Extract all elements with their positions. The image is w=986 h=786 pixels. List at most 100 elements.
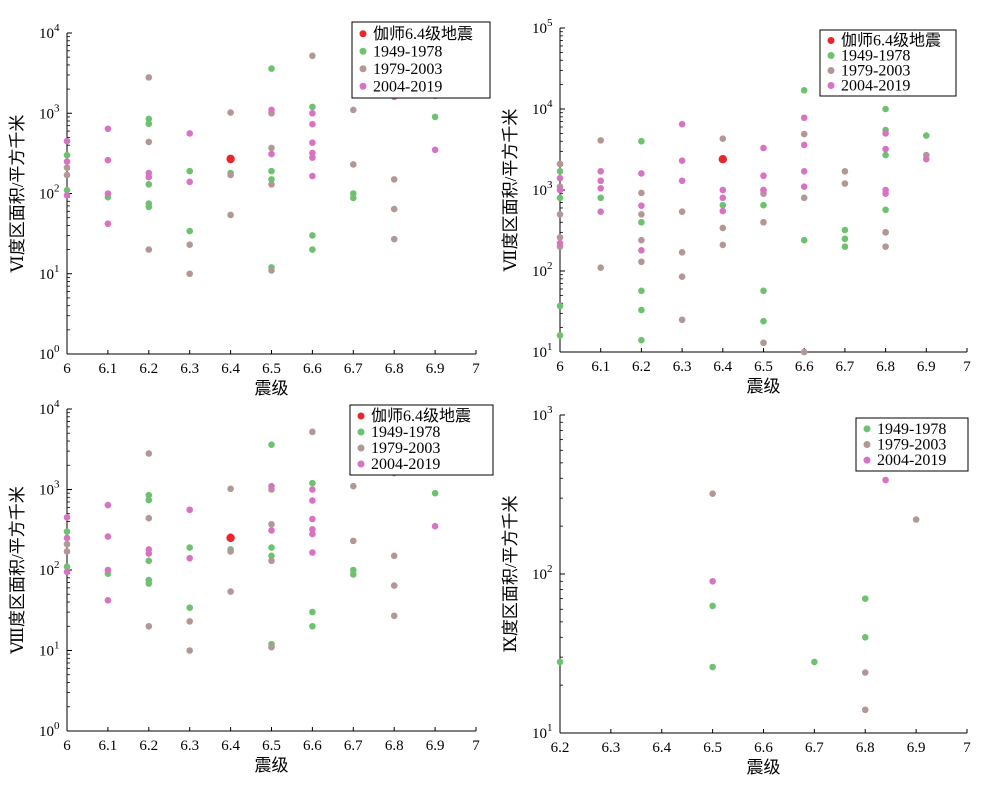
data-point: [678, 273, 686, 281]
legend-label: 1979-2003: [841, 63, 910, 80]
y-tick-label: 101: [39, 263, 60, 283]
x-tick-label: 6.8: [385, 361, 404, 377]
data-point: [556, 174, 564, 182]
data-point: [309, 526, 316, 533]
data-point: [309, 246, 316, 253]
data-point: [63, 186, 71, 194]
data-point: [638, 258, 645, 266]
data-point: [268, 552, 275, 560]
data-point: [186, 618, 193, 625]
data-point: [145, 491, 153, 499]
data-point: [268, 482, 275, 490]
data-point: [431, 113, 439, 121]
data-point: [638, 211, 645, 218]
legend-label: 伽师6.4级地震: [841, 32, 941, 50]
data-point: [104, 566, 112, 574]
x-tick-label: 6.6: [754, 740, 773, 756]
data-point: [309, 428, 316, 436]
data-point: [145, 496, 153, 504]
data-point: [309, 103, 316, 111]
data-point: [145, 120, 153, 128]
data-point: [597, 264, 604, 271]
data-point: [719, 207, 727, 215]
data-point: [309, 120, 316, 128]
legend-box: [855, 417, 969, 472]
x-tick-label: 6.5: [754, 359, 773, 375]
y-tick-label: 105: [532, 17, 553, 37]
series-2004-2019: [709, 476, 889, 585]
x-tick-label: 6.6: [795, 359, 814, 375]
data-point: [186, 554, 193, 562]
data-point: [63, 191, 71, 199]
data-point: [145, 181, 153, 188]
y-tick-label: 101: [532, 341, 553, 361]
data-point: [719, 241, 727, 249]
data-point: [63, 171, 71, 179]
legend-label: 1979-2003: [371, 440, 440, 457]
data-point: [556, 658, 564, 666]
y-axis-label: Ⅵ度区面积/平方千米: [8, 115, 27, 274]
data-point: [861, 595, 869, 602]
series-2004-2019: [556, 114, 930, 254]
data-point: [597, 184, 604, 192]
data-point: [309, 109, 316, 117]
data-point: [556, 302, 564, 310]
x-tick-label: 6.9: [917, 359, 936, 375]
data-point: [760, 186, 767, 194]
data-point: [800, 114, 808, 122]
data-point: [390, 612, 398, 620]
data-point: [597, 137, 604, 144]
data-point: [350, 482, 357, 490]
data-point: [145, 514, 153, 522]
x-tick-label: 6.6: [303, 361, 322, 377]
data-point: [268, 520, 275, 528]
data-point: [597, 168, 604, 175]
x-tick-label: 6.4: [221, 361, 240, 377]
data-point: [861, 669, 869, 676]
data-point: [63, 540, 71, 548]
data-point: [104, 156, 112, 164]
series-1949-1978: [556, 595, 869, 671]
data-point: [63, 548, 71, 555]
data-point: [800, 348, 808, 356]
data-point: [63, 158, 71, 165]
x-tick-label: 6.1: [99, 361, 118, 377]
data-point: [719, 201, 727, 209]
data-point: [709, 490, 716, 497]
data-point: [309, 515, 316, 523]
data-point: [226, 533, 235, 543]
legend-marker: [827, 82, 835, 89]
data-point: [861, 706, 869, 714]
data-point: [390, 552, 398, 560]
data-point: [912, 516, 920, 523]
y-tick-label: 101: [39, 640, 60, 660]
legend-marker: [863, 456, 871, 464]
data-point: [718, 155, 727, 164]
data-point: [760, 218, 767, 226]
data-point: [350, 571, 357, 578]
data-point: [390, 176, 398, 183]
data-point: [309, 154, 316, 161]
x-tick-label: 6.9: [907, 740, 926, 756]
legend-label: 伽师6.4级地震: [371, 407, 471, 425]
data-point: [861, 633, 869, 641]
data-point: [309, 232, 316, 239]
data-point: [104, 125, 112, 133]
data-point: [882, 190, 889, 198]
series-伽师6.4级地震: [226, 154, 235, 164]
series-2004-2019: [63, 469, 439, 604]
data-point: [63, 534, 71, 542]
data-point: [145, 74, 153, 81]
x-tick-label: 6.5: [262, 361, 281, 377]
data-point: [63, 528, 71, 535]
data-point: [309, 52, 316, 60]
data-point: [309, 172, 316, 180]
legend-marker: [357, 428, 365, 436]
data-point: [268, 267, 275, 274]
data-point: [226, 154, 235, 164]
data-point: [104, 533, 112, 540]
x-axis-label: 震级: [255, 379, 289, 398]
data-point: [186, 227, 193, 235]
data-point: [638, 247, 645, 254]
